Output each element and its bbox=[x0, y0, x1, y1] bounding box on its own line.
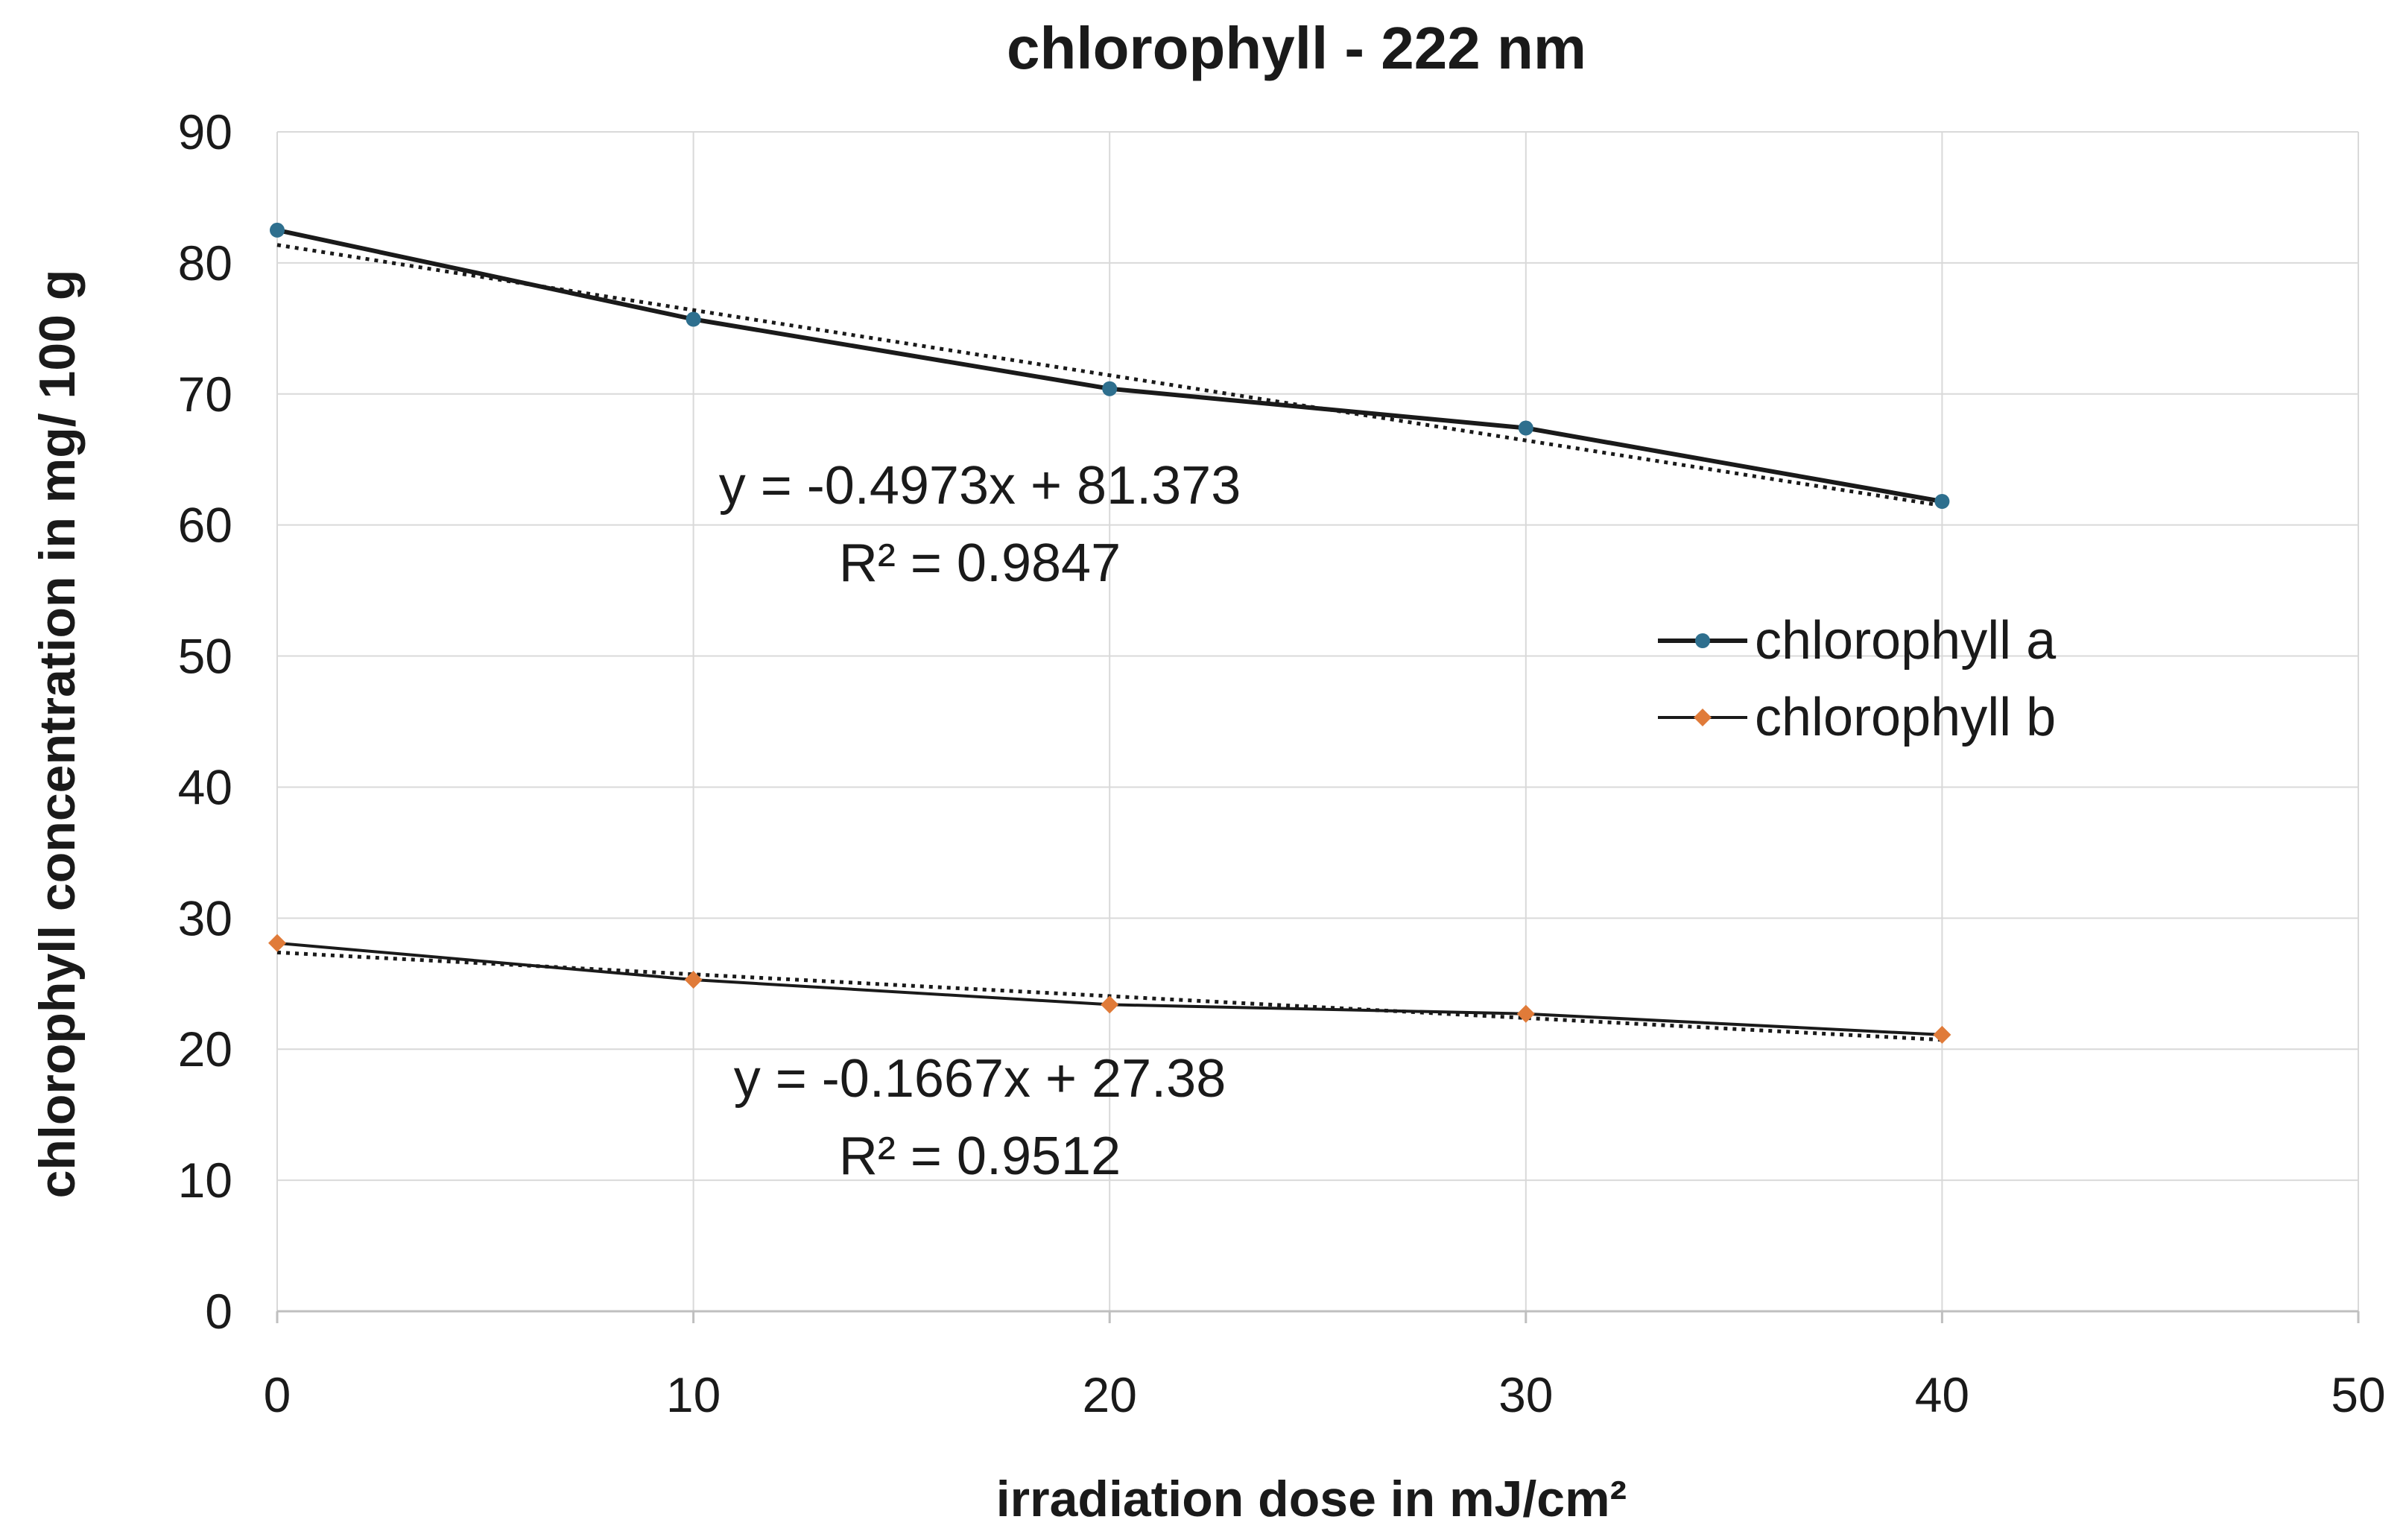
legend-marker-chlorophyll-b bbox=[1694, 709, 1712, 726]
data-point-chlorophyll-a-1 bbox=[686, 311, 701, 327]
y-tick-label-0: 0 bbox=[205, 1284, 232, 1339]
y-tick-label-70: 70 bbox=[178, 367, 232, 422]
chart-title: chlorophyll - 222 nm bbox=[1007, 15, 1586, 81]
grid bbox=[276, 131, 2359, 1311]
trendline-annotations: y = -0.4973x + 81.373 R² = 0.9847 y = -0… bbox=[719, 456, 1241, 1186]
x-tick-label-50: 50 bbox=[2331, 1367, 2385, 1422]
y-tick-label-30: 30 bbox=[178, 890, 232, 945]
trendline-equation-a: y = -0.4973x + 81.373 bbox=[719, 456, 1241, 516]
data-point-chlorophyll-a-2 bbox=[1102, 381, 1118, 396]
legend: chlorophyll a chlorophyll b bbox=[1658, 611, 2057, 747]
x-tick-label-40: 40 bbox=[1915, 1367, 1969, 1422]
legend-label-chlorophyll-a: chlorophyll a bbox=[1755, 611, 2057, 671]
y-tick-labels: 0 10 20 30 40 50 60 70 80 90 bbox=[178, 104, 232, 1339]
x-tick-labels: 0 10 20 30 40 50 bbox=[264, 1367, 2386, 1422]
x-axis-title: irradiation dose in mJ/cm² bbox=[996, 1471, 1627, 1527]
x-tick-label-10: 10 bbox=[666, 1367, 721, 1422]
legend-marker-chlorophyll-a bbox=[1695, 633, 1710, 648]
legend-item-chlorophyll-a: chlorophyll a bbox=[1658, 611, 2057, 671]
trendline-equation-b: y = -0.1667x + 27.38 bbox=[734, 1049, 1226, 1109]
data-point-chlorophyll-b-1 bbox=[684, 971, 703, 989]
y-tick-label-90: 90 bbox=[178, 104, 232, 159]
data-point-chlorophyll-a-0 bbox=[270, 222, 285, 238]
data-point-chlorophyll-b-0 bbox=[268, 934, 286, 952]
y-tick-label-60: 60 bbox=[178, 498, 232, 553]
x-tick-label-0: 0 bbox=[264, 1367, 291, 1422]
y-tick-label-20: 20 bbox=[178, 1021, 232, 1077]
trendline-r2-a: R² = 0.9847 bbox=[839, 533, 1121, 593]
y-axis-title: chlorophyll concentration in mg/ 100 g bbox=[29, 270, 86, 1199]
x-tick-label-30: 30 bbox=[1498, 1367, 1553, 1422]
trendline-r2-b: R² = 0.9512 bbox=[839, 1127, 1121, 1186]
y-tick-label-80: 80 bbox=[178, 235, 232, 291]
data-point-chlorophyll-b-4 bbox=[1933, 1025, 1951, 1044]
y-tick-label-40: 40 bbox=[178, 759, 232, 814]
data-point-chlorophyll-b-2 bbox=[1101, 995, 1119, 1014]
series-points bbox=[268, 222, 1951, 1044]
legend-label-chlorophyll-b: chlorophyll b bbox=[1755, 688, 2056, 747]
x-tick-label-20: 20 bbox=[1082, 1367, 1136, 1422]
axes bbox=[276, 1310, 2360, 1323]
data-point-chlorophyll-b-3 bbox=[1516, 1004, 1535, 1023]
y-tick-label-50: 50 bbox=[178, 629, 232, 684]
y-tick-label-10: 10 bbox=[178, 1153, 232, 1208]
data-point-chlorophyll-a-4 bbox=[1934, 494, 1950, 510]
legend-item-chlorophyll-b: chlorophyll b bbox=[1658, 688, 2056, 747]
data-point-chlorophyll-a-3 bbox=[1518, 420, 1533, 436]
